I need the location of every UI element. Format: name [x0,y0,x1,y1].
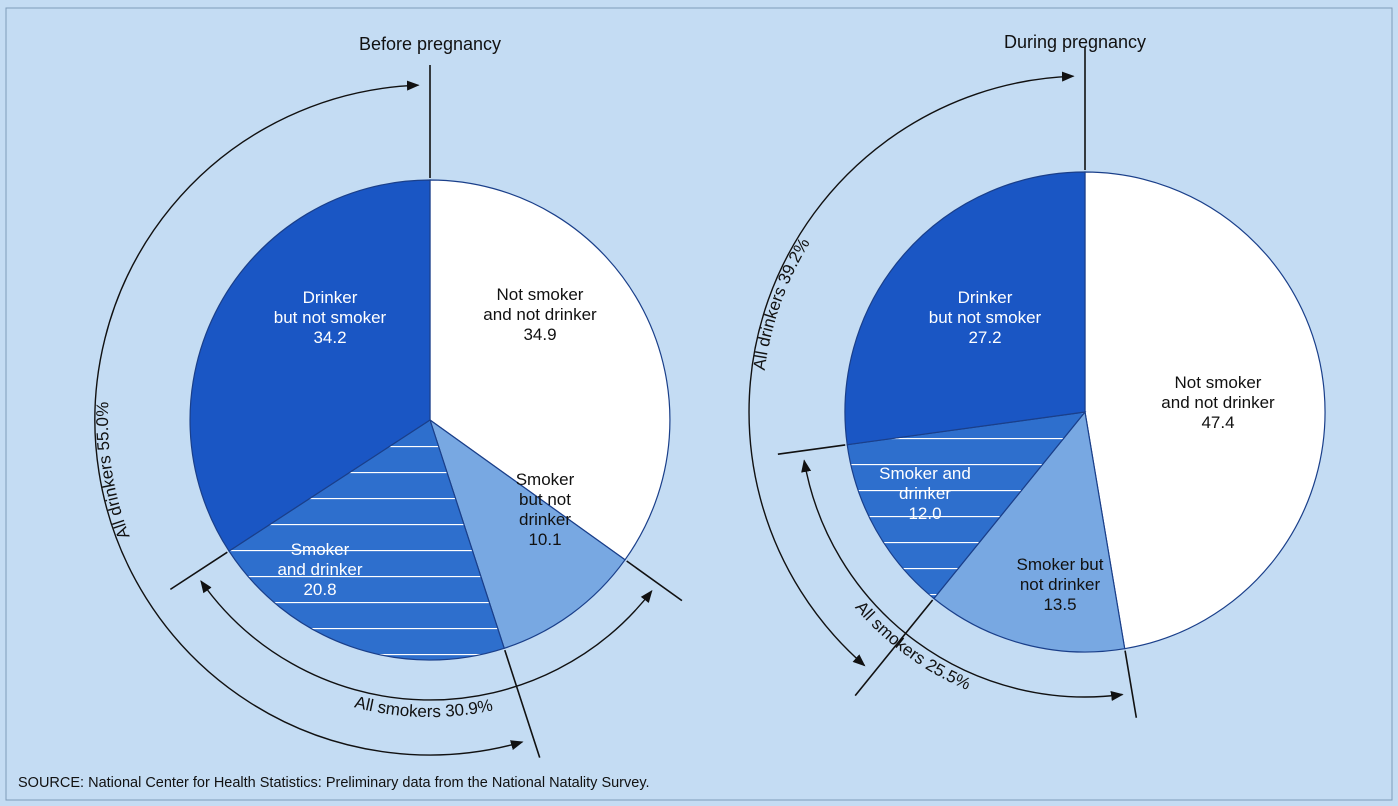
pie-slice [189,179,431,552]
bracket-tick [504,649,541,758]
slice-label: Drinker but not smoker [274,288,387,327]
bracket-tick [777,444,846,455]
slice-label: Smoker but not drinker [516,470,575,529]
pie-title: Before pregnancy [359,34,501,54]
smokers-bracket [801,459,1124,701]
slice-value-label: 20.8 [303,580,336,599]
pie-title: During pregnancy [1004,32,1146,52]
bracket-tick [1124,650,1138,718]
source-note: SOURCE: National Center for Health Stati… [18,775,650,791]
pie-chart-during-pregnancy: During pregnancy Not smoker and not drinke… [748,32,1326,718]
slice-value-label: 10.1 [528,530,561,549]
slice-label: Smoker but not drinker [1017,555,1104,594]
smokers-bracket [200,580,653,701]
bracket-tick [169,551,228,591]
pie-chart-before-pregnancy: Before pregnancy Not smoker and not drinke… [93,34,683,758]
pie-slice [1084,171,1326,650]
slice-value-label: 34.9 [523,325,556,344]
drinkers-bracket [94,80,524,756]
drinkers-annotation: All drinkers 55.0% [93,401,134,541]
drinkers-bracket [748,71,1075,667]
slice-value-label: 27.2 [968,328,1001,347]
slice-label: Smoker and drinker [277,540,362,579]
slice-label: Not smoker and not drinker [483,285,597,324]
drinkers-annotation: All drinkers 39.2% [750,235,814,372]
slice-value-label: 34.2 [313,328,346,347]
slice-value-label: 12.0 [908,504,941,523]
slice-label: Not smoker and not drinker [1161,373,1275,412]
slice-value-label: 13.5 [1043,595,1076,614]
bracket-tick [626,560,683,602]
slice-value-label: 47.4 [1201,413,1234,432]
